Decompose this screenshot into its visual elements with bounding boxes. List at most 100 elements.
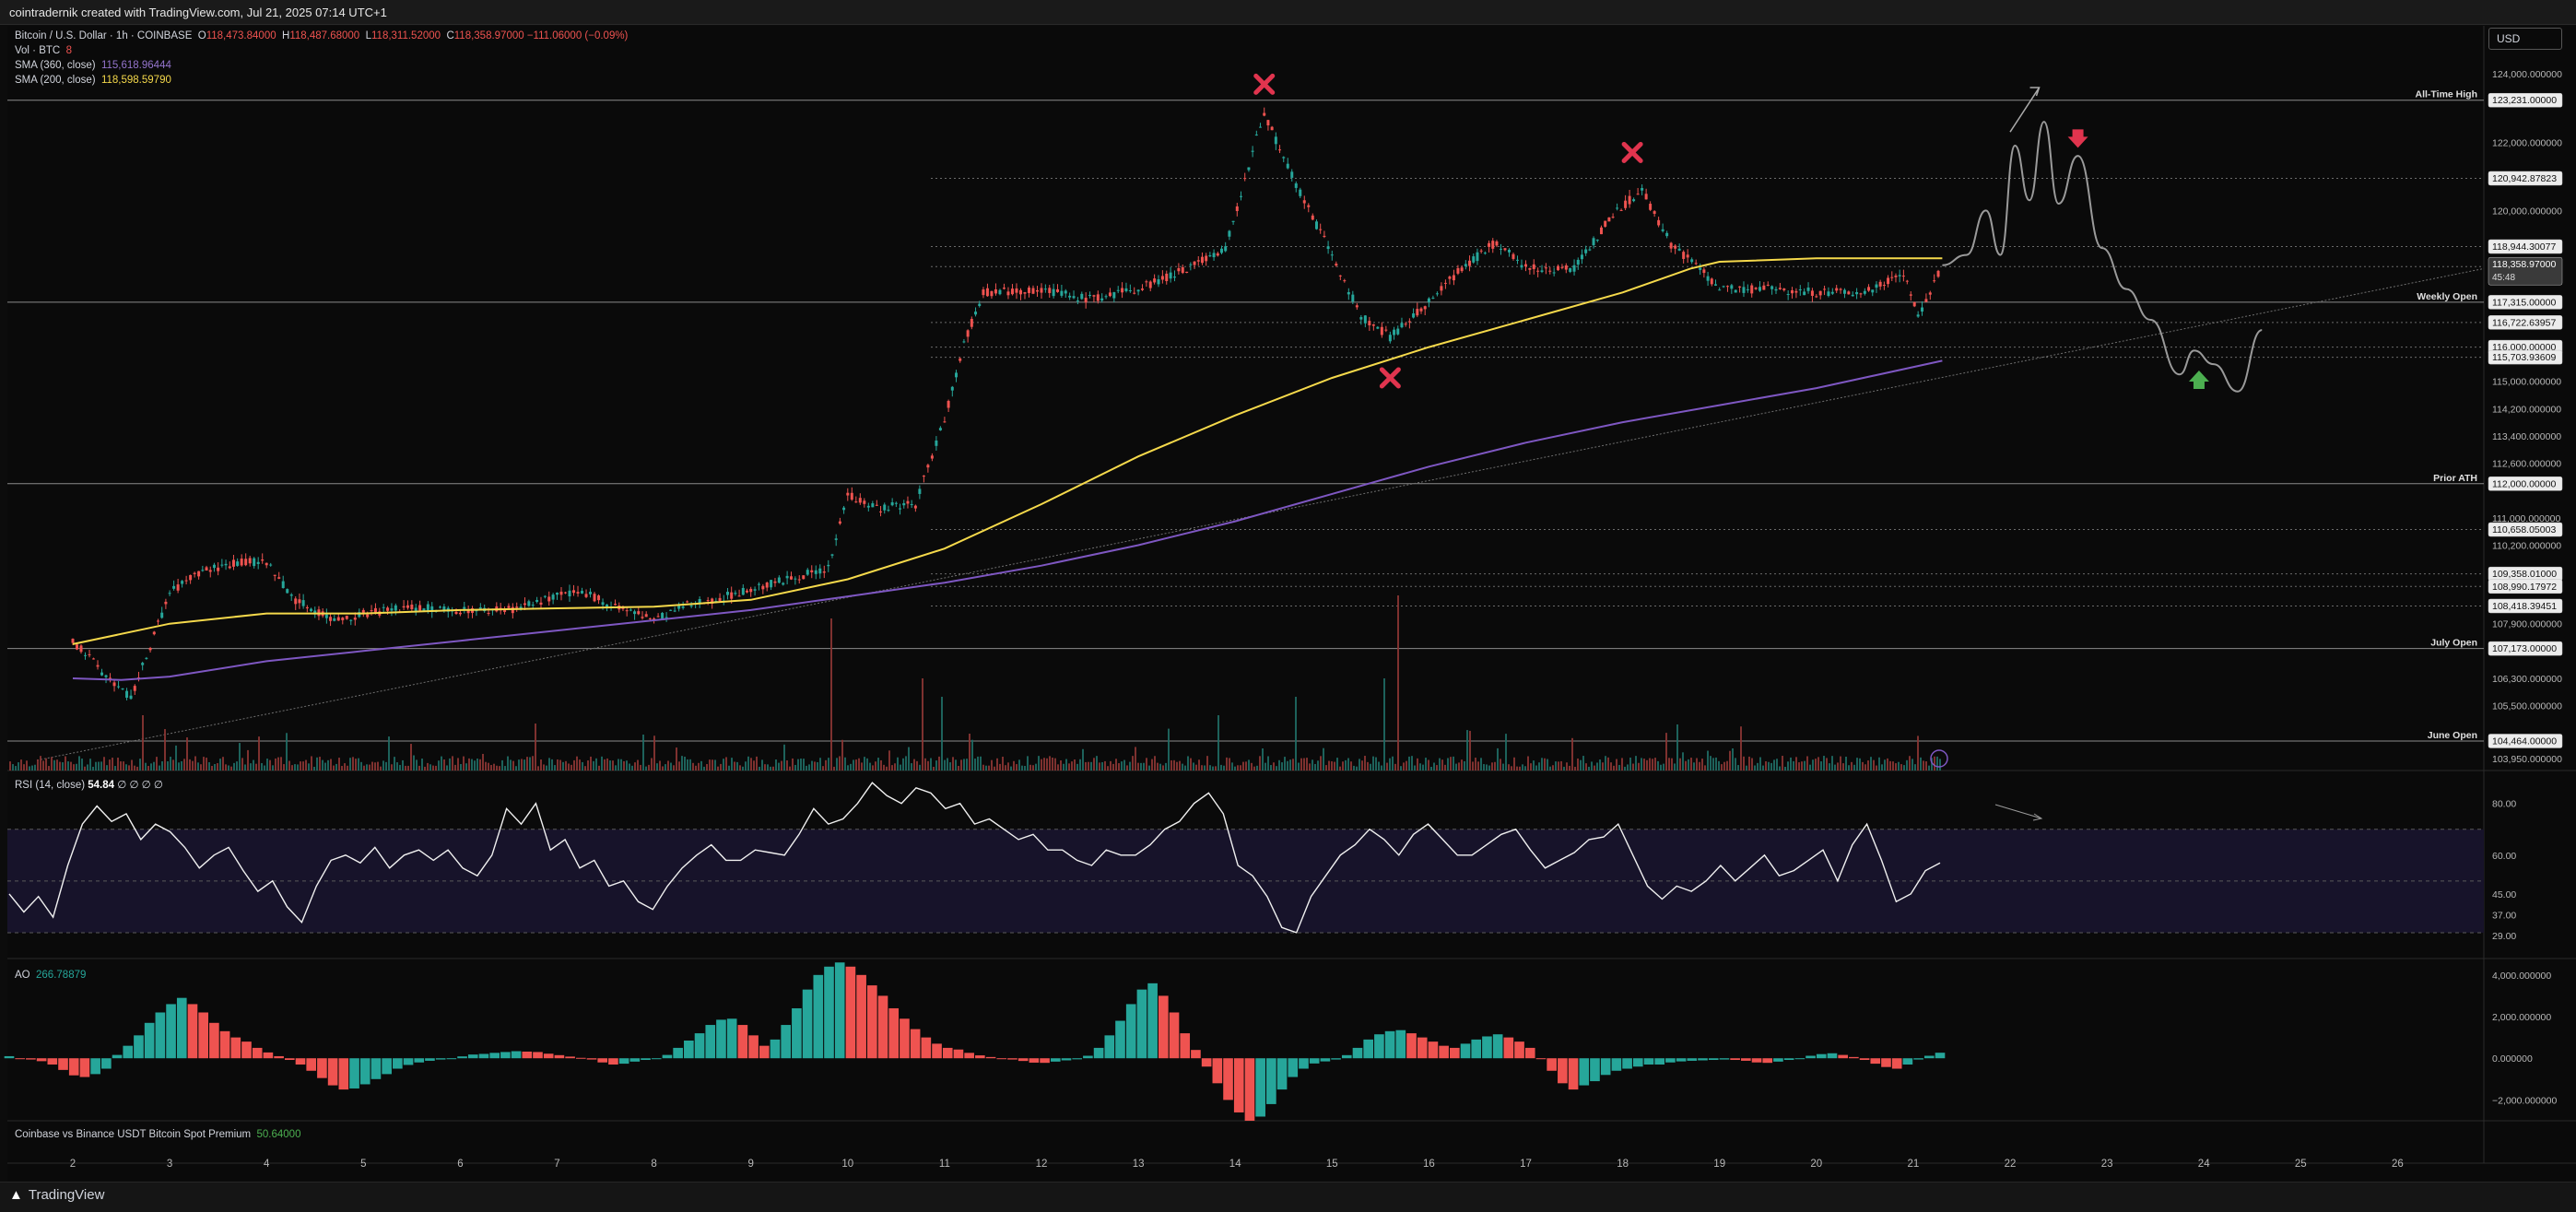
price-label: 109,358.01000 — [2492, 569, 2557, 580]
volume-bar — [1350, 761, 1352, 771]
volume-bar — [756, 756, 758, 771]
ao-bar — [371, 1058, 382, 1079]
volume-bar — [535, 724, 536, 771]
volume-bar — [1472, 761, 1474, 771]
price-label: 112,000.00000 — [2492, 478, 2556, 489]
ao-bar — [996, 1058, 1007, 1060]
ao-bar — [1017, 1058, 1029, 1062]
volume-bar — [1032, 765, 1034, 771]
volume-bar — [1939, 759, 1941, 771]
time-tick-label: 19 — [1713, 1159, 1725, 1170]
candle-body — [1108, 292, 1112, 297]
candle-body — [757, 583, 760, 585]
volume-bar — [808, 764, 810, 771]
candle-body — [273, 574, 276, 576]
time-tick-label: 14 — [1229, 1159, 1241, 1170]
volume-bar — [1411, 756, 1413, 771]
volume-bar — [1544, 758, 1546, 771]
candle-body — [943, 421, 947, 423]
candle-body — [1104, 296, 1108, 298]
candle-body — [418, 605, 422, 611]
ao-value: 266.78879 — [36, 970, 87, 981]
volume-bar — [894, 763, 896, 771]
ao-bar — [284, 1058, 295, 1061]
volume-bar — [988, 765, 990, 771]
candle-body — [629, 609, 632, 611]
volume-bar — [170, 757, 171, 771]
candle-body — [1347, 291, 1350, 295]
candle-body — [806, 570, 809, 575]
candle-body — [1730, 285, 1734, 289]
candle-body — [1677, 248, 1681, 251]
ao-bar — [1611, 1058, 1622, 1071]
candle-body — [104, 675, 108, 677]
volume-bar — [736, 761, 738, 771]
candle-body — [1607, 217, 1611, 222]
candle-body — [741, 587, 745, 595]
candle-body — [621, 606, 625, 609]
candle-body — [1560, 266, 1564, 268]
candle-body — [79, 645, 83, 653]
volume-bar — [844, 757, 846, 771]
volume-bar — [963, 759, 965, 771]
volume-bar — [156, 757, 158, 771]
ao-bar — [1158, 995, 1169, 1059]
candle-body — [1380, 326, 1383, 335]
sma200-label: SMA (200, close) — [15, 75, 96, 86]
volume-bar — [687, 759, 688, 771]
ao-bar — [618, 1058, 629, 1065]
candle-body — [422, 608, 426, 611]
x-marker-icon — [1621, 141, 1643, 163]
volume-bar — [62, 762, 64, 771]
candle-body — [1619, 209, 1623, 211]
tradingview-logo[interactable]: ▲ TradingView — [9, 1187, 104, 1203]
volume-bar — [490, 765, 492, 771]
currency-button[interactable]: USD — [2488, 28, 2562, 50]
ao-bar — [1125, 1004, 1136, 1059]
volume-bar — [1436, 765, 1438, 771]
volume-bar — [537, 766, 539, 771]
ao-bar — [1579, 1058, 1590, 1086]
candle-body — [1274, 136, 1277, 145]
projection-curve — [1942, 121, 2263, 393]
volume-bar — [371, 761, 373, 771]
volume-bar — [587, 760, 589, 771]
volume-bar — [1447, 758, 1449, 771]
candle-body — [1448, 277, 1452, 279]
change-value: −111.06000 (−0.09%) — [526, 30, 629, 41]
volume-bar — [747, 756, 749, 771]
candle-body — [1890, 277, 1894, 278]
volume-bar — [1375, 757, 1377, 771]
volume-bar — [29, 766, 30, 771]
candle-body — [125, 690, 129, 698]
volume-bar — [811, 760, 813, 771]
volume-bar — [1494, 761, 1496, 771]
candle-body — [581, 591, 584, 594]
candle-body — [1770, 286, 1774, 289]
volume-bar — [1334, 761, 1335, 771]
candle-body — [1540, 270, 1544, 272]
volume-bar — [1654, 758, 1656, 771]
candle-body — [336, 617, 340, 621]
volume-bar — [659, 760, 661, 771]
volume-bar — [1300, 758, 1302, 771]
candle-body — [902, 502, 906, 506]
candle-body — [168, 593, 171, 594]
open-value: 118,473.84000 — [206, 30, 276, 41]
volume-bar — [595, 758, 597, 771]
volume-bar — [958, 765, 959, 771]
candle-body — [1488, 242, 1491, 247]
candle-body — [1624, 200, 1628, 208]
volume-bar — [499, 766, 500, 771]
volume-bar — [142, 715, 144, 771]
volume-bar — [825, 759, 827, 771]
candle-body — [1006, 291, 1010, 296]
volume-bar — [991, 759, 993, 771]
candle-body — [1702, 269, 1706, 274]
volume-bar — [446, 765, 448, 771]
down-arrow-icon — [2067, 129, 2088, 148]
volume-bar — [1295, 697, 1297, 771]
volume-bar — [1864, 764, 1866, 771]
price-label: 116,722.63957 — [2492, 317, 2556, 328]
